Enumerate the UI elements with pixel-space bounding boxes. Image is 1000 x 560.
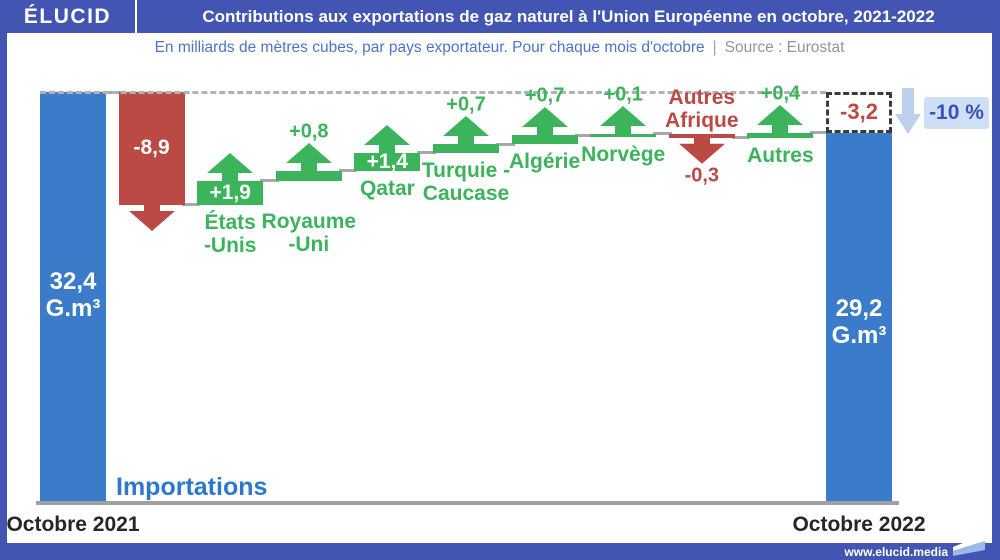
decrease-arrow-icon-8 xyxy=(678,133,725,164)
subtitle-source: Source : Eurostat xyxy=(724,39,845,56)
value-autres-9: +0,4 xyxy=(760,82,801,105)
connector-6 xyxy=(574,133,594,137)
waterfall-bar-octobre-2022-10 xyxy=(826,132,892,503)
total-value-octobre-2022: 29,2 G.m³ xyxy=(831,294,887,349)
page-border-right xyxy=(992,33,1000,543)
waterfall-bar-octobre-2021-0 xyxy=(40,92,106,503)
footer-url: www.elucid.media xyxy=(844,545,948,559)
reference-dashed-line xyxy=(40,90,826,94)
increase-arrow-icon-5 xyxy=(443,116,489,153)
increase-arrow-icon-2 xyxy=(207,152,254,205)
label-etats-unis: États -Unis xyxy=(203,210,257,257)
connector-9 xyxy=(810,131,829,135)
footer-bar: www.elucid.media xyxy=(0,543,1000,560)
increase-arrow-icon-6 xyxy=(521,107,568,144)
label-turquie-caucase: Turquie - Caucase xyxy=(421,158,511,205)
increase-arrow-icon-9 xyxy=(757,104,804,138)
axis-label-octobre-2021: Octobre 2021 xyxy=(6,513,140,536)
title-box: Contributions aux exportations de gaz na… xyxy=(137,0,1000,33)
elucid-logo: ÉLUCID xyxy=(23,4,112,28)
value-royaume-uni-3: +0,8 xyxy=(289,120,329,143)
elucid-flag-icon xyxy=(953,534,985,556)
subtitle-text: En milliards de mètres cubes, par pays e… xyxy=(154,39,705,56)
value-norvege-7: +0,1 xyxy=(603,83,643,106)
connector-5 xyxy=(496,142,515,146)
series-label-importations: Importations xyxy=(116,473,268,501)
value-turquie-caucase-5: +0,7 xyxy=(446,93,486,116)
percent-change-badge: -10 % xyxy=(924,97,989,129)
value-autres-afrique-8: -0,3 xyxy=(684,164,720,187)
connector-2 xyxy=(260,179,279,183)
total-value-octobre-2021: 32,4 G.m³ xyxy=(45,268,101,322)
waterfall-bar-step-1 xyxy=(118,92,185,205)
x-axis-line xyxy=(36,501,899,505)
connector-4 xyxy=(417,151,436,155)
increase-arrow-icon-3 xyxy=(285,142,332,181)
connector-1 xyxy=(181,203,201,207)
value-step-1: -8,9 xyxy=(133,136,170,160)
header-bar: ÉLUCID Contributions aux exportations de… xyxy=(0,0,1000,33)
label-autres-afrique: Autres Afrique xyxy=(665,85,739,132)
connector-3 xyxy=(338,169,358,173)
page-border-left xyxy=(0,33,7,543)
value-etats-unis-2: +1,9 xyxy=(209,180,251,204)
axis-label-octobre-2022: Octobre 2022 xyxy=(792,513,926,536)
net-change-box: -3,2 xyxy=(826,92,892,133)
label-autres: Autres xyxy=(747,143,814,167)
increase-arrow-icon-7 xyxy=(600,105,647,137)
label-qatar: Qatar xyxy=(359,176,415,200)
label-norvege: Norvège xyxy=(581,142,666,166)
value-algerie-6: +0,7 xyxy=(524,84,565,107)
logo-box: ÉLUCID xyxy=(0,0,137,33)
label-royaume-uni: Royaume -Uni xyxy=(261,209,357,256)
decline-percent-arrow-icon xyxy=(895,88,921,134)
label-algerie: Algérie xyxy=(508,150,581,173)
increase-arrow-icon-4 xyxy=(364,124,411,171)
connector-8 xyxy=(731,136,751,140)
subtitle-separator: | xyxy=(712,39,717,56)
decrease-arrow-icon-1 xyxy=(128,192,175,231)
subtitle-bar: En milliards de mètres cubes, par pays e… xyxy=(7,33,992,63)
chart-title: Contributions aux exportations de gaz na… xyxy=(202,6,935,26)
value-qatar-4: +1,4 xyxy=(366,149,409,173)
connector-7 xyxy=(653,132,672,136)
